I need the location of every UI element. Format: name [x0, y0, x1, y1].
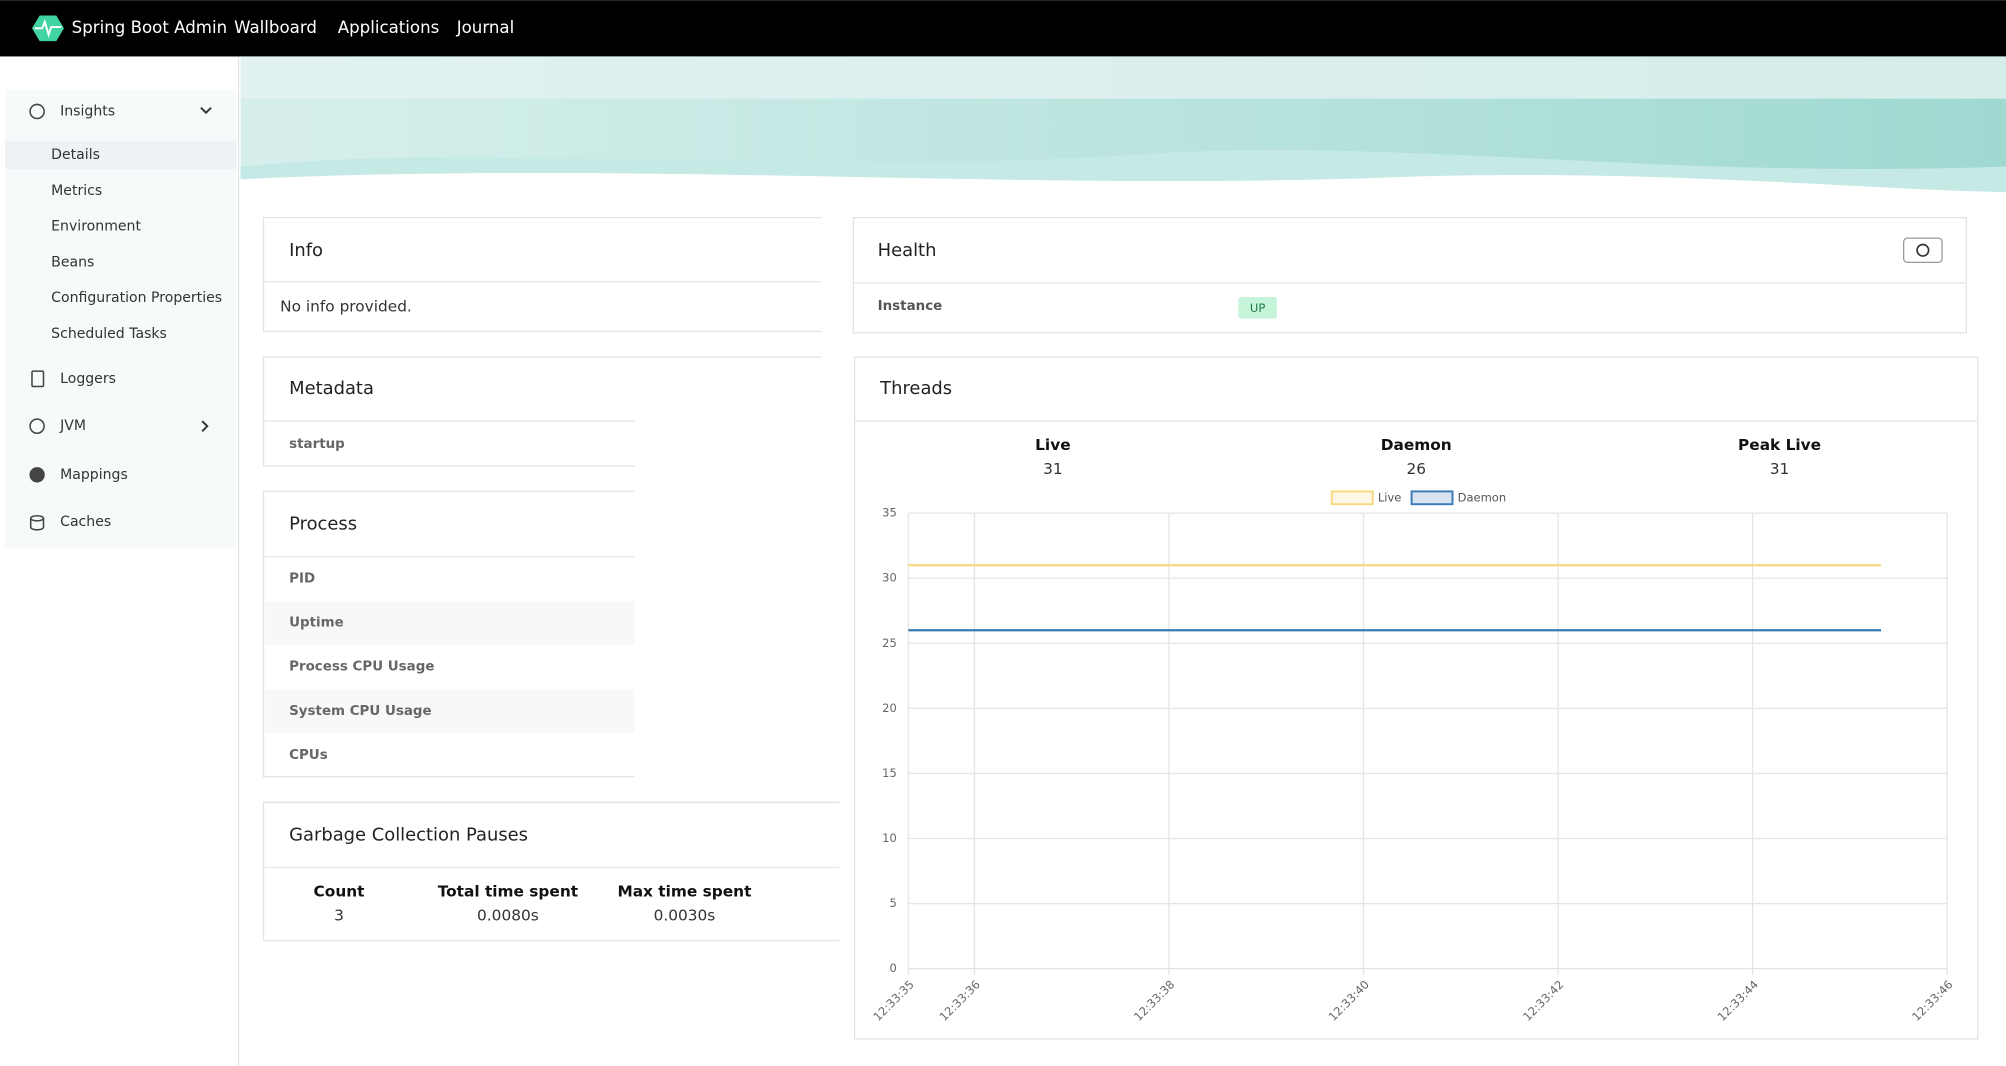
- card-health: [852, 217, 1967, 334]
- cards: [262, 217, 1979, 1040]
- sidebar-subitem[interactable]: Beans: [51, 254, 94, 270]
- row-stripe: [264, 689, 635, 734]
- status: UP: [1250, 301, 1265, 315]
- card-title: Metadata: [289, 378, 374, 399]
- legend-label: Daemon: [1458, 490, 1507, 504]
- button-icon: [1916, 243, 1930, 257]
- card-dividers: [263, 280, 1978, 869]
- icon-play: [29, 418, 45, 434]
- y-tick-label: 25: [882, 636, 897, 650]
- card-title: Threads: [879, 378, 952, 399]
- card-title: Health: [878, 240, 937, 261]
- history-button[interactable]: [1903, 237, 1943, 264]
- icon-db: [29, 514, 45, 522]
- wave-bottom: [240, 172, 2006, 193]
- sidebar-subitem[interactable]: Environment: [51, 219, 141, 235]
- stat-value: 31: [1043, 460, 1063, 478]
- sidebar-border: [237, 56, 240, 1066]
- stat-label: Daemon: [1381, 436, 1452, 454]
- row-label: Instance: [878, 299, 943, 314]
- row-label: PID: [289, 571, 315, 586]
- y-tick-label: 0: [889, 961, 896, 975]
- sidebar-subitem[interactable]: Configuration Properties: [51, 290, 222, 306]
- legend-label: Live: [1378, 490, 1401, 504]
- y-tick-label: 35: [882, 506, 897, 520]
- icon-info: [29, 103, 45, 120]
- legend-swatch: [1330, 490, 1374, 506]
- icon-globe: [29, 467, 45, 483]
- nav-link[interactable]: Wallboard: [234, 18, 317, 37]
- chevron-right: [201, 420, 209, 432]
- card-threads: [853, 356, 1979, 1040]
- chevron-down: [200, 106, 212, 115]
- row-label: System CPU Usage: [289, 704, 432, 719]
- stat-label: Peak Live: [1738, 436, 1821, 454]
- sidebar-active: [5, 140, 237, 170]
- header-wave-top: [240, 56, 2006, 99]
- top-bar: [0, 0, 2006, 57]
- nav-link[interactable]: Journal: [456, 18, 515, 37]
- row-label: Uptime: [289, 616, 344, 631]
- stat-value: 26: [1406, 460, 1426, 478]
- stat-value: 3: [334, 907, 344, 925]
- sidebar-item[interactable]: JVM: [59, 418, 86, 434]
- card-metadata: [262, 356, 822, 467]
- card-gc: [262, 801, 840, 942]
- sidebar-item[interactable]: Mappings: [60, 467, 128, 483]
- sidebar-item[interactable]: Caches: [60, 514, 111, 530]
- nav-link[interactable]: Applications: [338, 18, 440, 37]
- stat-value: 0.0080s: [477, 907, 539, 925]
- row-stripe: [264, 601, 635, 645]
- card-title: Garbage Collection Pauses: [289, 825, 528, 846]
- stat-label: Live: [1035, 436, 1070, 454]
- row-label: CPUs: [289, 748, 328, 763]
- logo: [31, 15, 64, 42]
- legend-swatch: [1410, 490, 1454, 506]
- stat-label: Max time spent: [617, 882, 751, 900]
- brand[interactable]: Spring Boot Admin: [72, 18, 227, 37]
- stat-value: 31: [1770, 460, 1790, 478]
- sidebar-subitem[interactable]: Metrics: [51, 183, 102, 199]
- y-tick-label: 10: [882, 831, 897, 845]
- sidebar-subitem[interactable]: Details: [51, 147, 100, 163]
- stat-label: Count: [314, 882, 365, 900]
- card-title: Process: [289, 514, 357, 535]
- row-label: Process CPU Usage: [289, 660, 434, 675]
- card-info: [262, 217, 822, 333]
- button-frame[interactable]: [1903, 237, 1943, 264]
- card-title: Info: [289, 240, 323, 261]
- y-tick-label: 20: [882, 701, 897, 715]
- status-badge: [1238, 296, 1277, 319]
- y-tick-label: 5: [889, 896, 896, 910]
- icon-file: [31, 370, 45, 388]
- sidebar-subitem[interactable]: Scheduled Tasks: [51, 326, 167, 342]
- sidebar-item[interactable]: Loggers: [60, 371, 116, 387]
- y-tick-label: 30: [882, 571, 897, 585]
- sidebar-item[interactable]: Insights: [60, 103, 115, 119]
- stat-label: Total time spent: [438, 882, 578, 900]
- row-label: startup: [289, 437, 345, 452]
- info-text: No info provided.: [280, 298, 412, 316]
- icon-db-body: [29, 518, 45, 531]
- stat-value: 0.0030s: [654, 907, 716, 925]
- y-tick-label: 15: [882, 766, 897, 780]
